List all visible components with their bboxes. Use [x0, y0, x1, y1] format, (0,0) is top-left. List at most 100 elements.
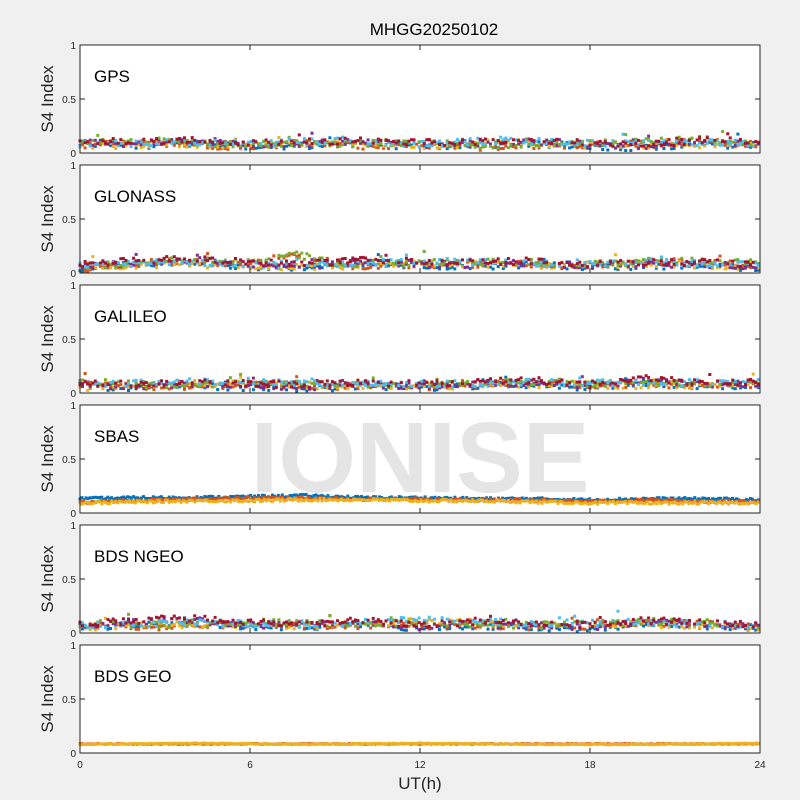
data-point — [147, 145, 151, 149]
data-point — [412, 145, 416, 149]
data-point — [96, 262, 100, 266]
data-point — [371, 141, 375, 145]
data-point — [717, 500, 721, 504]
data-point — [366, 381, 370, 385]
data-point — [137, 261, 141, 265]
data-point — [364, 383, 368, 387]
data-point — [272, 260, 276, 264]
data-point — [389, 140, 393, 144]
data-point — [675, 383, 679, 387]
data-point — [132, 260, 136, 264]
data-point — [453, 385, 457, 388]
data-point — [695, 387, 699, 391]
data-point — [139, 146, 143, 150]
data-point — [188, 382, 192, 386]
data-point — [427, 500, 431, 504]
data-point — [636, 147, 640, 151]
data-point — [282, 263, 286, 267]
data-point — [353, 620, 357, 624]
data-point — [160, 140, 164, 144]
data-point — [723, 379, 727, 383]
data-point — [348, 139, 352, 143]
data-point — [667, 138, 671, 142]
data-point — [183, 260, 186, 264]
data-point — [98, 141, 102, 145]
data-point — [530, 499, 534, 503]
data-point — [481, 384, 485, 388]
data-point — [665, 379, 668, 383]
data-point — [393, 496, 397, 500]
data-point — [100, 502, 104, 506]
data-point — [545, 138, 549, 142]
data-point — [384, 143, 388, 147]
data-point — [536, 496, 540, 500]
data-point — [651, 499, 655, 503]
data-point — [425, 138, 429, 142]
data-point — [383, 498, 387, 502]
data-point — [111, 261, 115, 265]
data-point — [211, 495, 215, 499]
data-point — [132, 379, 136, 383]
data-point — [384, 259, 388, 262]
data-point — [698, 141, 702, 145]
data-point — [297, 253, 301, 257]
data-point — [297, 265, 301, 269]
data-point — [370, 498, 374, 502]
data-point — [647, 498, 651, 502]
data-point — [215, 500, 219, 504]
data-point — [257, 498, 260, 502]
data-point — [677, 625, 681, 629]
data-point — [590, 501, 594, 505]
data-point — [588, 498, 592, 502]
data-point — [641, 496, 645, 500]
data-point — [134, 139, 138, 143]
data-point — [93, 142, 97, 146]
data-point — [698, 264, 702, 268]
data-point — [519, 145, 523, 149]
data-point — [328, 387, 332, 390]
data-point — [657, 384, 661, 388]
data-point — [81, 382, 84, 386]
data-point — [359, 141, 362, 145]
data-point — [537, 260, 541, 264]
data-point — [501, 498, 504, 502]
data-point — [736, 258, 740, 262]
data-point — [381, 383, 385, 387]
data-point — [279, 387, 283, 391]
data-point — [603, 264, 607, 268]
data-point — [264, 383, 268, 387]
data-point — [752, 499, 756, 503]
data-point — [570, 379, 574, 383]
data-point — [417, 259, 421, 263]
data-point — [206, 259, 209, 263]
data-point — [389, 382, 393, 386]
data-point — [188, 377, 192, 381]
data-point — [351, 384, 355, 387]
data-point — [111, 379, 115, 383]
data-point — [580, 264, 584, 267]
data-point — [305, 144, 309, 148]
data-point — [562, 498, 566, 502]
data-point — [101, 142, 105, 146]
data-point — [475, 500, 479, 504]
data-point — [379, 384, 383, 388]
data-point — [438, 382, 441, 386]
data-point — [754, 380, 758, 384]
data-point — [547, 383, 551, 387]
data-point — [161, 499, 165, 503]
data-point — [264, 258, 268, 262]
data-point — [207, 498, 211, 502]
data-point — [177, 257, 181, 261]
data-point — [83, 372, 87, 375]
data-point — [603, 138, 607, 142]
data-point — [443, 385, 447, 389]
data-point — [749, 623, 753, 627]
data-point — [701, 496, 705, 500]
data-point — [223, 383, 227, 387]
data-point — [663, 496, 667, 500]
data-point — [721, 502, 725, 506]
data-point — [522, 259, 526, 263]
data-point — [142, 137, 146, 141]
data-point — [308, 144, 311, 148]
